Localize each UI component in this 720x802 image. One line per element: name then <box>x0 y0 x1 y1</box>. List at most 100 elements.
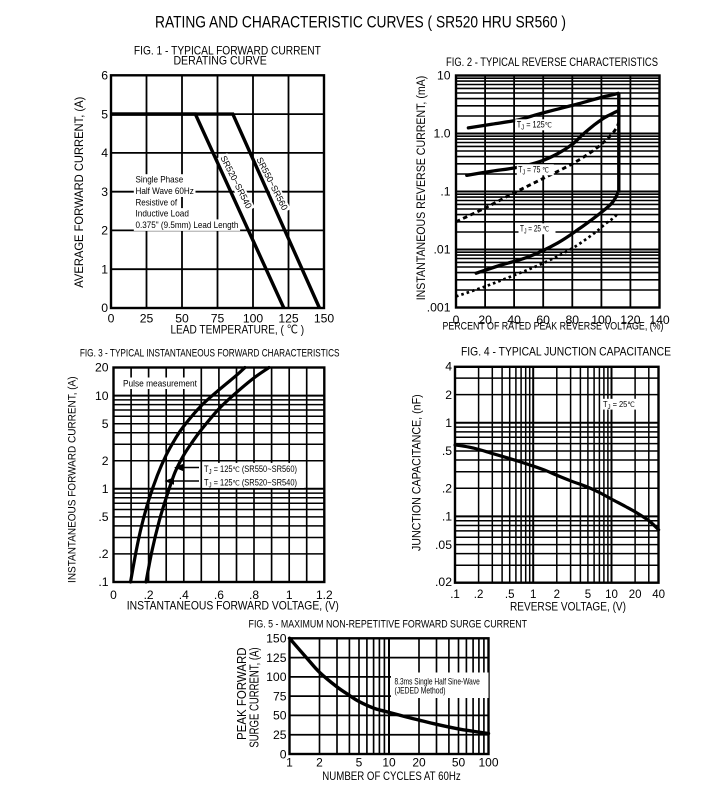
svg-text:Pulse measurement: Pulse measurement <box>123 379 197 389</box>
svg-text:.1: .1 <box>450 589 460 601</box>
svg-text:4: 4 <box>101 146 108 160</box>
svg-text:.4: .4 <box>179 588 189 602</box>
svg-text:.1: .1 <box>442 510 452 524</box>
svg-text:75: 75 <box>211 312 225 326</box>
svg-text:1: 1 <box>445 416 452 430</box>
svg-text:100: 100 <box>266 670 287 684</box>
svg-text:INSTANTANEOUS FORWARD CURRENT,: INSTANTANEOUS FORWARD CURRENT, (A) <box>67 376 79 583</box>
svg-text:.1: .1 <box>440 185 450 199</box>
svg-text:100: 100 <box>478 756 498 770</box>
svg-text:150: 150 <box>314 312 335 326</box>
svg-text:10: 10 <box>605 589 618 601</box>
svg-text:5: 5 <box>585 589 591 601</box>
svg-text:100: 100 <box>591 313 612 327</box>
svg-text:(JEDED Method): (JEDED Method) <box>395 685 446 695</box>
svg-text:PERCENT OF RATED PEAK REVERSE: PERCENT OF RATED PEAK REVERSE VOLTAGE, (… <box>443 321 664 333</box>
svg-text:125: 125 <box>266 651 287 665</box>
svg-text:FIG. 1 - TYPICAL FORWARD CURRE: FIG. 1 - TYPICAL FORWARD CURRENT <box>134 45 321 58</box>
svg-text:1: 1 <box>286 588 293 602</box>
svg-text:0: 0 <box>110 588 117 602</box>
svg-text:150: 150 <box>266 632 287 646</box>
svg-text:0: 0 <box>453 313 460 327</box>
svg-text:100: 100 <box>243 312 264 326</box>
svg-text:1: 1 <box>102 482 109 496</box>
svg-text:75: 75 <box>273 689 287 703</box>
svg-text:FIG. 3 - TYPICAL INSTANTANEOUS: FIG. 3 - TYPICAL INSTANTANEOUS FORWARD C… <box>80 348 340 360</box>
svg-text:.001: .001 <box>427 301 451 315</box>
svg-text:RATING AND CHARACTERISTIC CURV: RATING AND CHARACTERISTIC CURVES ( SR520… <box>155 14 566 32</box>
svg-text:5: 5 <box>101 107 108 121</box>
svg-text:6: 6 <box>101 69 108 83</box>
svg-text:2: 2 <box>101 224 108 238</box>
svg-text:140: 140 <box>649 313 670 327</box>
svg-text:40: 40 <box>507 313 521 327</box>
svg-text:80: 80 <box>566 313 580 327</box>
svg-text:TJ = 125℃ (SR520~SR540): TJ = 125℃ (SR520~SR540) <box>204 477 297 489</box>
svg-text:25: 25 <box>140 312 154 326</box>
svg-text:50: 50 <box>273 709 287 723</box>
svg-text:10: 10 <box>95 389 109 403</box>
svg-text:10: 10 <box>437 69 451 83</box>
svg-text:8.3ms Single Half Sine-Wave: 8.3ms Single Half Sine-Wave <box>395 676 480 686</box>
svg-text:JUNCTION CAPACITANCE, (nF): JUNCTION CAPACITANCE, (nF) <box>411 394 424 551</box>
svg-text:.01: .01 <box>434 243 451 257</box>
svg-text:60: 60 <box>536 313 550 327</box>
svg-text:DERATING CURVE: DERATING CURVE <box>173 55 266 68</box>
svg-text:Half Wave 60Hz: Half Wave 60Hz <box>136 186 195 196</box>
svg-text:10: 10 <box>382 756 396 770</box>
svg-text:0: 0 <box>101 301 108 315</box>
svg-text:TJ = 75 ℃: TJ = 75 ℃ <box>518 165 549 177</box>
svg-text:1: 1 <box>530 589 536 601</box>
svg-text:.2: .2 <box>442 481 452 495</box>
svg-text:1.2: 1.2 <box>316 588 333 602</box>
svg-text:INSTANTANEOUS REVERSE CURRENT,: INSTANTANEOUS REVERSE CURRENT, (mA) <box>416 76 428 301</box>
svg-text:.6: .6 <box>214 588 224 602</box>
svg-text:3: 3 <box>101 185 108 199</box>
svg-text:NUMBER OF CYCLES AT 60Hz: NUMBER OF CYCLES AT 60Hz <box>322 769 460 783</box>
svg-text:.5: .5 <box>98 510 108 524</box>
svg-text:TJ = 25℃: TJ = 25℃ <box>603 399 635 411</box>
svg-text:1: 1 <box>101 262 108 276</box>
svg-text:.5: .5 <box>505 589 515 601</box>
svg-text:20: 20 <box>478 313 492 327</box>
svg-text:.1: .1 <box>98 575 108 589</box>
svg-text:FIG. 5 - MAXIMUM NON-REPETITIV: FIG. 5 - MAXIMUM NON-REPETITIVE FORWARD … <box>249 618 528 630</box>
svg-text:.02: .02 <box>435 575 452 589</box>
svg-text:.2: .2 <box>144 588 154 602</box>
svg-text:20: 20 <box>95 361 109 375</box>
svg-text:FIG. 2 - TYPICAL REVERSE CHARA: FIG. 2 - TYPICAL REVERSE CHARACTERISTICS <box>446 57 658 69</box>
svg-text:TJ = 25 ℃: TJ = 25 ℃ <box>520 224 549 236</box>
svg-text:20: 20 <box>629 589 642 601</box>
svg-text:AVERAGE FORWARD CURRENT, (A): AVERAGE FORWARD CURRENT, (A) <box>73 97 86 288</box>
svg-text:25: 25 <box>273 728 287 742</box>
svg-text:.5: .5 <box>442 444 452 458</box>
svg-text:20: 20 <box>412 756 426 770</box>
svg-text:40: 40 <box>652 589 665 601</box>
svg-text:0.375" (9.5mm) Lead Length: 0.375" (9.5mm) Lead Length <box>136 220 239 230</box>
svg-text:125: 125 <box>278 312 299 326</box>
svg-text:TJ = 125℃: TJ = 125℃ <box>517 120 552 132</box>
svg-text:INSTANTANEOUS FORWARD VOLTAGE,: INSTANTANEOUS FORWARD VOLTAGE, (V) <box>127 598 339 612</box>
svg-text:LEAD TEMPERATURE, ( ℃ ): LEAD TEMPERATURE, ( ℃ ) <box>170 323 304 337</box>
svg-text:4: 4 <box>445 360 452 374</box>
svg-text:120: 120 <box>620 313 641 327</box>
svg-text:2: 2 <box>102 454 109 468</box>
svg-text:PEAK FORWARD: PEAK FORWARD <box>234 647 249 740</box>
svg-text:50: 50 <box>175 312 189 326</box>
svg-text:5: 5 <box>102 417 109 431</box>
svg-text:REVERSE VOLTAGE, (V): REVERSE VOLTAGE, (V) <box>510 599 626 613</box>
svg-text:2: 2 <box>554 589 560 601</box>
svg-text:1.0: 1.0 <box>434 127 451 141</box>
svg-text:Single Phase: Single Phase <box>136 175 184 185</box>
svg-text:2: 2 <box>316 756 323 770</box>
svg-text:.05: .05 <box>435 538 452 552</box>
svg-text:0: 0 <box>108 312 115 326</box>
svg-text:TJ = 125℃ (SR550~SR560): TJ = 125℃ (SR550~SR560) <box>204 464 297 476</box>
svg-text:SURGE CURRENT, (A): SURGE CURRENT, (A) <box>246 647 261 747</box>
svg-text:2: 2 <box>445 388 452 402</box>
svg-text:FIG. 4 - TYPICAL JUNCTION CAPA: FIG. 4 - TYPICAL JUNCTION CAPACITANCE <box>461 346 671 359</box>
svg-text:5: 5 <box>356 756 363 770</box>
svg-text:.2: .2 <box>98 547 108 561</box>
svg-text:50: 50 <box>452 756 466 770</box>
svg-text:.2: .2 <box>474 589 484 601</box>
